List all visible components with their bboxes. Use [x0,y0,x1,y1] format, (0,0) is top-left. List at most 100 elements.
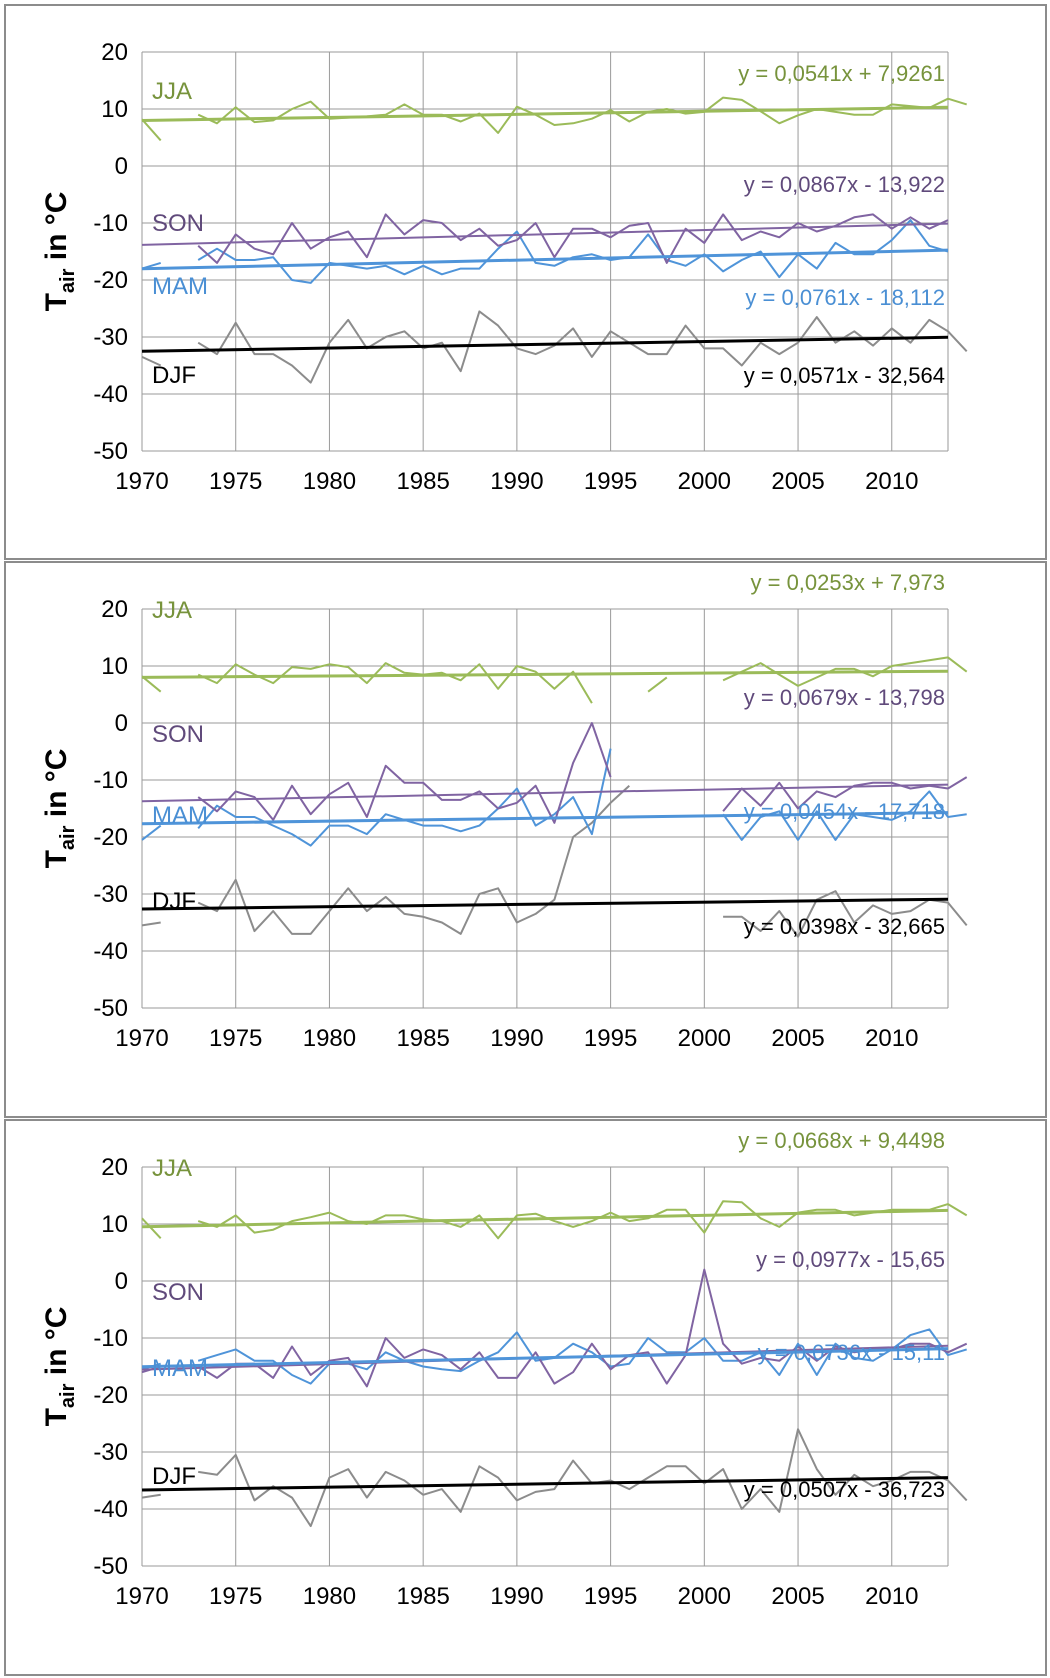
y-tick-label: -50 [93,438,128,465]
y-axis-label-main: T [40,1408,73,1426]
trend-line-mam [141,248,949,271]
x-tick-label: 2005 [771,1583,824,1610]
series-line-jja [647,676,668,693]
chart-panel-2: 20 10 0 -10 -20 -30 -40 -50 1970 1975 1980 1985 1990… [4,561,1047,1118]
season-label-mam: MAM [152,273,208,300]
y-tick-label: 0 [115,153,128,180]
season-label-jja: JJA [152,1155,192,1182]
y-tick-label: -30 [93,324,128,351]
x-tick-label: 2000 [678,1583,731,1610]
y-tick-label: -10 [93,1325,128,1352]
y-axis-label-unit: in °C [40,749,73,826]
series-line-son [197,1268,968,1388]
trend-line-jja [141,1208,949,1229]
season-label-jja: JJA [152,78,192,105]
y-axis-label-sub: air [57,268,79,293]
series-djf [141,1428,968,1528]
y-tick-label: 10 [101,96,128,123]
x-tick-label: 1975 [209,1583,262,1610]
series-line-djf [198,1428,968,1528]
x-tick-label: 1970 [115,1025,168,1052]
x-tick-label: 2010 [865,1025,918,1052]
x-tick-label: 2005 [771,468,824,495]
season-label-son: SON [152,721,204,748]
trend-line-djf [141,897,949,911]
y-tick-label: -50 [93,995,128,1022]
season-label-djf: DJF [152,1463,196,1490]
season-label-jja: JJA [152,597,192,624]
x-tick-label: 1970 [115,1583,168,1610]
trend-equation-djf: y = 0,0507x - 36,723 [744,1477,945,1502]
y-tick-label: -30 [93,1439,128,1466]
y-axis-label-main: T [40,850,73,868]
series-line-djf [141,355,162,367]
y-tick-label: 0 [115,1268,128,1295]
trend-line-mam [141,1347,949,1369]
chart-panel-3: 20 10 0 -10 -20 -30 -40 -50 1970 1975 1980 1985 1990… [4,1119,1047,1676]
series-line-jja [722,656,968,687]
grid [141,608,949,1009]
series-line-mam [197,748,612,847]
x-tick-label: 1975 [209,1025,262,1052]
y-tick-label: -40 [93,938,128,965]
trend-equation-mam: y = 0,0736x - 15,11 [758,1340,945,1365]
y-tick-label: -40 [93,381,128,408]
trend-line-jja [141,105,949,123]
series-line-djf [141,921,161,927]
series-djf [141,784,968,938]
season-label-son: SON [152,210,204,237]
series-jja [141,1200,968,1240]
trend-equation-mam: y = 0,0454x - 17,718 [744,799,945,824]
y-axis-label-unit: in °C [40,1307,73,1384]
trend-equation-mam: y = 0,0761x - 18,112 [745,285,945,310]
y-axis-label: Tair in °C [40,749,79,869]
trend-equation-jja: y = 0,0668x + 9,4498 [738,1128,945,1153]
y-axis-label-main: T [40,293,73,311]
y-tick-label: -40 [93,1496,128,1523]
season-label-mam: MAM [152,802,208,829]
y-tick-label: -10 [93,767,128,794]
y-tick-label: 20 [101,596,128,623]
series-line-jja [197,96,967,134]
x-tick-label: 1985 [396,468,449,495]
x-tick-label: 2000 [678,1025,731,1052]
series-line-jja [197,1200,968,1240]
series-line-jja [197,662,593,704]
trend-line-son [141,222,949,246]
y-tick-label: -20 [93,1382,128,1409]
x-tick-label: 1970 [115,468,168,495]
series-son [141,1268,968,1388]
series-line-mam [141,824,162,841]
season-label-djf: DJF [152,362,196,389]
y-axis-label-unit: in °C [40,192,73,269]
x-tick-label: 2000 [678,468,731,495]
x-tick-label: 1980 [303,468,356,495]
x-tick-label: 1975 [209,468,262,495]
x-tick-label: 1980 [303,1025,356,1052]
series-mam [141,748,967,847]
x-tick-label: 1995 [584,468,637,495]
series-line-djf [141,1493,161,1499]
series-line-mam [197,1328,967,1385]
series-son [197,213,949,264]
series-son [197,722,968,824]
x-tick-label: 2005 [771,1025,824,1052]
trend-equation-jja: y = 0,0541x + 7,9261 [738,61,945,86]
y-tick-label: 10 [101,1211,128,1238]
x-tick-label: 2010 [865,468,918,495]
y-axis-label: Tair in °C [40,192,79,312]
y-tick-label: -20 [93,267,128,294]
y-tick-label: -30 [93,881,128,908]
y-tick-label: -20 [93,824,128,851]
series-line-mam [197,219,949,284]
y-tick-label: 20 [101,1154,128,1181]
x-tick-label: 1995 [584,1025,637,1052]
series-line-son [722,776,968,812]
trend-equation-djf: y = 0,0398x - 32,665 [744,914,945,939]
x-tick-label: 1985 [396,1583,449,1610]
series-line-djf [723,890,968,938]
y-axis-label-sub: air [57,825,79,850]
